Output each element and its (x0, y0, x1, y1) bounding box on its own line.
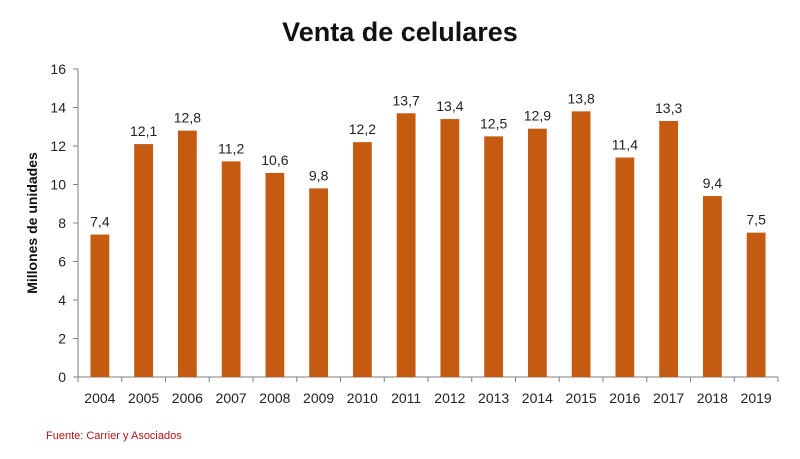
data-label: 12,1 (130, 123, 157, 139)
y-tick-label: 16 (50, 61, 66, 77)
x-tick-label: 2016 (609, 390, 640, 406)
data-label: 7,5 (746, 212, 766, 228)
data-label: 12,8 (174, 110, 201, 126)
y-tick-label: 12 (50, 138, 66, 154)
x-tick-label: 2006 (172, 390, 203, 406)
y-tick-label: 0 (58, 369, 66, 385)
x-tick-label: 2007 (216, 390, 247, 406)
bar (527, 128, 547, 377)
y-tick-label: 4 (58, 292, 66, 308)
y-tick-label: 14 (50, 100, 66, 116)
axes: 0 2 4 6 8 10 12 14 16 2004 2005 2006 2007 2008 2009 201… (50, 61, 779, 406)
y-axis-label: Millones de unidades (24, 152, 40, 294)
bar (440, 119, 460, 378)
data-label: 13,7 (393, 92, 420, 108)
bar (396, 113, 416, 378)
data-label: 10,6 (261, 152, 288, 168)
x-tick-label: 2010 (347, 390, 378, 406)
y-tick-label: 8 (58, 215, 66, 231)
bar (309, 188, 329, 377)
x-tick-label: 2005 (128, 390, 159, 406)
x-tick-label: 2008 (259, 390, 290, 406)
bar (265, 172, 285, 377)
x-tick-label: 2011 (391, 390, 421, 406)
data-label: 9,8 (309, 167, 329, 183)
bar (221, 161, 241, 377)
y-tick-label: 10 (50, 177, 66, 193)
bar (571, 111, 591, 377)
x-tick-label: 2013 (478, 390, 509, 406)
bar (90, 234, 110, 377)
bar (702, 196, 722, 377)
bar (659, 120, 679, 377)
data-label: 12,2 (349, 121, 376, 137)
x-tick-label: 2018 (697, 390, 728, 406)
data-label: 12,9 (524, 108, 551, 124)
data-labels: 7,4 12,1 12,8 11,2 10,6 9,8 12,2 13,7 13,4 12,5 12… (90, 90, 766, 229)
bar (134, 144, 154, 377)
x-tick-label: 2015 (566, 390, 597, 406)
data-label: 13,4 (436, 98, 463, 114)
data-label: 12,5 (480, 115, 507, 131)
x-tick-label: 2009 (303, 390, 334, 406)
bar (177, 130, 197, 377)
x-tick-label: 2019 (741, 390, 772, 406)
chart-title: Venta de celulares (282, 17, 518, 47)
data-label: 13,3 (655, 100, 682, 116)
data-label: 13,8 (568, 90, 595, 106)
data-label: 9,4 (703, 175, 723, 191)
bars (90, 111, 766, 378)
y-tick-label: 6 (58, 254, 66, 270)
bar (615, 157, 635, 377)
x-tick-label: 2017 (653, 390, 684, 406)
data-label: 7,4 (90, 214, 110, 230)
bar (746, 232, 766, 377)
bar (352, 142, 372, 377)
source-note: Fuente: Carrier y Asociados (46, 430, 182, 442)
x-tick-label: 2004 (84, 390, 115, 406)
x-tick-label: 2012 (434, 390, 465, 406)
y-tick-label: 2 (58, 331, 66, 347)
x-tick-label: 2014 (522, 390, 553, 406)
bar (484, 136, 504, 377)
data-label: 11,2 (218, 140, 244, 156)
data-label: 11,4 (612, 137, 638, 153)
